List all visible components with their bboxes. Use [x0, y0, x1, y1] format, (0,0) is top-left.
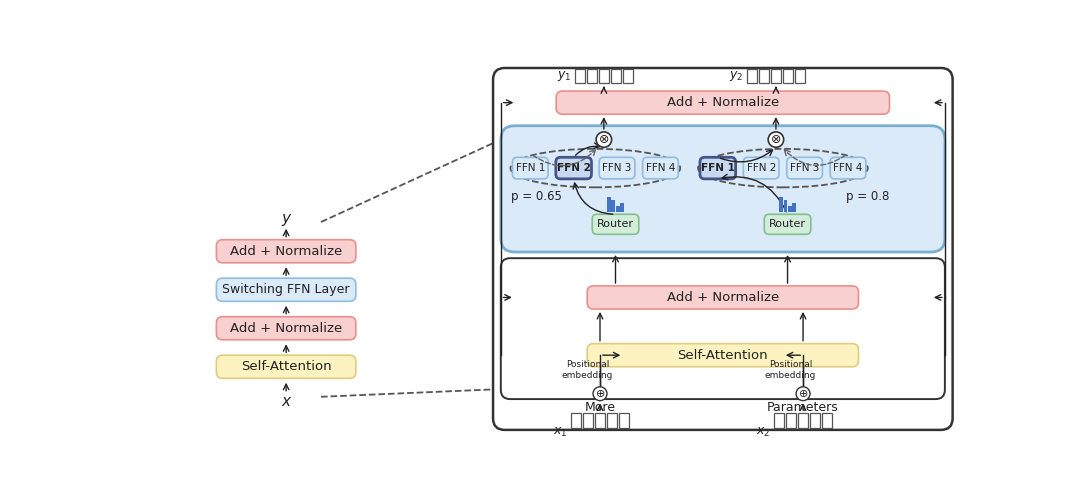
Text: Switching FFN Layer: Switching FFN Layer: [222, 283, 350, 296]
FancyBboxPatch shape: [501, 258, 945, 399]
Text: $\otimes$: $\otimes$: [598, 133, 609, 146]
Text: FFN 2: FFN 2: [556, 163, 591, 173]
Bar: [795, 69, 805, 83]
Bar: [575, 69, 585, 83]
Bar: [620, 203, 624, 212]
Text: Add + Normalize: Add + Normalize: [666, 291, 779, 304]
Bar: [607, 413, 617, 428]
FancyBboxPatch shape: [216, 240, 356, 263]
Bar: [759, 69, 769, 83]
FancyBboxPatch shape: [216, 317, 356, 340]
FancyBboxPatch shape: [556, 157, 592, 179]
Bar: [623, 69, 633, 83]
Text: Self-Attention: Self-Attention: [677, 349, 768, 362]
Text: FFN 1: FFN 1: [515, 163, 545, 173]
Text: Self-Attention: Self-Attention: [241, 360, 332, 373]
Text: Add + Normalize: Add + Normalize: [230, 245, 342, 258]
FancyBboxPatch shape: [588, 286, 859, 309]
Text: FFN 3: FFN 3: [789, 163, 820, 173]
Bar: [616, 206, 620, 212]
Text: Router: Router: [597, 219, 634, 229]
FancyBboxPatch shape: [588, 344, 859, 367]
Text: Positional
embedding: Positional embedding: [562, 361, 613, 380]
Text: $\oplus$: $\oplus$: [595, 388, 605, 399]
FancyBboxPatch shape: [512, 157, 548, 179]
Text: More: More: [584, 401, 616, 414]
Text: FFN 4: FFN 4: [646, 163, 675, 173]
Bar: [822, 413, 832, 428]
Bar: [798, 413, 808, 428]
Text: $x_1$: $x_1$: [553, 426, 567, 439]
FancyBboxPatch shape: [643, 157, 678, 179]
FancyBboxPatch shape: [216, 355, 356, 378]
FancyBboxPatch shape: [501, 126, 945, 252]
Bar: [611, 200, 616, 212]
Text: FFN 4: FFN 4: [834, 163, 863, 173]
Text: Add + Normalize: Add + Normalize: [666, 96, 779, 109]
Text: y: y: [282, 211, 291, 226]
Bar: [793, 203, 796, 212]
Circle shape: [768, 132, 784, 147]
Text: FFN 1: FFN 1: [701, 163, 734, 173]
Text: FFN 2: FFN 2: [746, 163, 775, 173]
FancyBboxPatch shape: [216, 278, 356, 301]
Bar: [619, 413, 629, 428]
Text: FFN 3: FFN 3: [603, 163, 632, 173]
FancyBboxPatch shape: [765, 214, 811, 234]
Bar: [783, 69, 793, 83]
Text: $x_2$: $x_2$: [756, 426, 770, 439]
Bar: [779, 197, 783, 212]
Bar: [583, 413, 593, 428]
Circle shape: [593, 387, 607, 401]
FancyBboxPatch shape: [556, 91, 890, 114]
FancyBboxPatch shape: [599, 157, 635, 179]
Bar: [774, 413, 784, 428]
Bar: [595, 413, 605, 428]
Text: $\otimes$: $\otimes$: [770, 133, 782, 146]
Bar: [786, 413, 796, 428]
Text: Router: Router: [769, 219, 806, 229]
Bar: [810, 413, 820, 428]
Text: $y_2$: $y_2$: [729, 68, 743, 83]
FancyBboxPatch shape: [700, 157, 735, 179]
Text: p = 0.65: p = 0.65: [511, 190, 562, 203]
FancyBboxPatch shape: [592, 214, 638, 234]
Bar: [598, 69, 609, 83]
Text: Positional
embedding: Positional embedding: [765, 361, 816, 380]
Bar: [783, 200, 787, 212]
Bar: [747, 69, 757, 83]
Text: $\oplus$: $\oplus$: [798, 388, 808, 399]
Circle shape: [796, 387, 810, 401]
Bar: [586, 69, 597, 83]
Text: Add + Normalize: Add + Normalize: [230, 322, 342, 335]
Bar: [611, 69, 621, 83]
FancyBboxPatch shape: [494, 68, 953, 430]
Text: Parameters: Parameters: [767, 401, 839, 414]
Text: $y_1$: $y_1$: [557, 68, 571, 83]
Bar: [771, 69, 781, 83]
Bar: [607, 197, 611, 212]
Text: p = 0.8: p = 0.8: [847, 190, 890, 203]
Bar: [788, 206, 792, 212]
Bar: [571, 413, 581, 428]
Text: x: x: [282, 394, 291, 409]
Circle shape: [596, 132, 611, 147]
FancyBboxPatch shape: [831, 157, 866, 179]
FancyBboxPatch shape: [786, 157, 823, 179]
FancyBboxPatch shape: [743, 157, 779, 179]
